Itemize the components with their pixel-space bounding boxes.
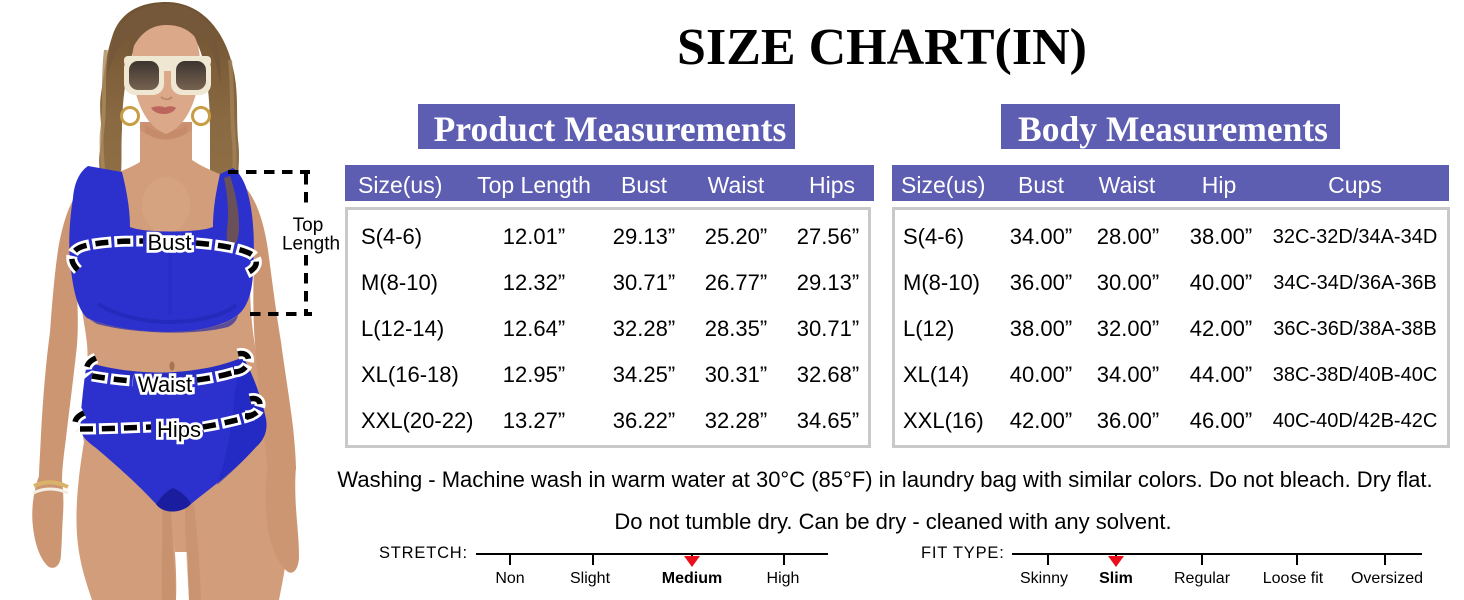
svg-text:Top: Top — [293, 215, 324, 236]
svg-text:Length: Length — [282, 234, 340, 255]
svg-text:Waist: Waist — [138, 372, 192, 397]
svg-text:Bust: Bust — [147, 230, 191, 255]
svg-text:Hips: Hips — [157, 417, 201, 442]
